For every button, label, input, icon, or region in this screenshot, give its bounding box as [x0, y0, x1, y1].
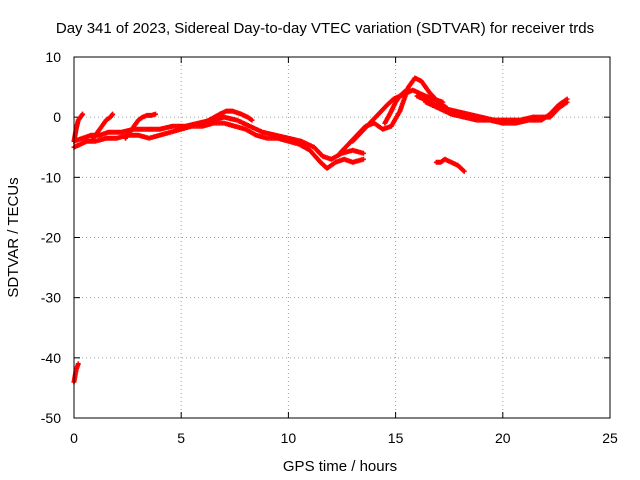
- series-tail-2: [423, 96, 570, 126]
- y-tick-label: -20: [41, 230, 61, 246]
- data-point: [360, 156, 366, 162]
- x-tick-label: 15: [388, 430, 404, 446]
- data-point: [360, 150, 366, 156]
- data-point: [152, 111, 158, 117]
- data-point: [403, 87, 409, 93]
- x-tick-label: 5: [177, 430, 185, 446]
- grid: [74, 57, 610, 418]
- data-point: [249, 117, 255, 123]
- series-arc-3: [122, 111, 158, 141]
- series-island: [433, 156, 467, 174]
- data-points: [71, 75, 570, 385]
- series-outlier: [71, 361, 81, 385]
- x-tick-label: 20: [495, 430, 511, 446]
- data-point: [80, 111, 86, 117]
- series-arc-2: [90, 111, 116, 141]
- x-tick-label: 0: [70, 430, 78, 446]
- chart-title: Day 341 of 2023, Sidereal Day-to-day VTE…: [56, 20, 594, 37]
- y-tick-label: 10: [45, 49, 61, 65]
- x-tick-label: 10: [281, 430, 297, 446]
- y-axis-ticks: -50 -40 -30 -20 -10 0 10: [41, 49, 610, 426]
- plot-frame: [73, 56, 611, 419]
- series-rise-1: [337, 75, 450, 156]
- y-tick-label: 0: [53, 109, 61, 125]
- x-axis-ticks: 0 5 10 15 20 25: [70, 57, 618, 446]
- data-point: [75, 361, 81, 367]
- x-axis-label: GPS time / hours: [283, 458, 397, 475]
- series-main-band-1: [71, 120, 366, 171]
- y-tick-label: -30: [41, 290, 61, 306]
- data-point: [440, 99, 446, 105]
- y-tick-label: -40: [41, 350, 61, 366]
- data-point: [461, 168, 467, 174]
- x-tick-label: 25: [602, 430, 618, 446]
- data-point: [110, 111, 116, 117]
- data-point: [564, 96, 570, 102]
- y-tick-label: -10: [41, 169, 61, 185]
- y-tick-label: -50: [41, 410, 61, 426]
- series-hump: [200, 108, 255, 126]
- y-axis-label: SDTVAR / TECUs: [5, 177, 22, 297]
- series-rise-3: [382, 87, 409, 126]
